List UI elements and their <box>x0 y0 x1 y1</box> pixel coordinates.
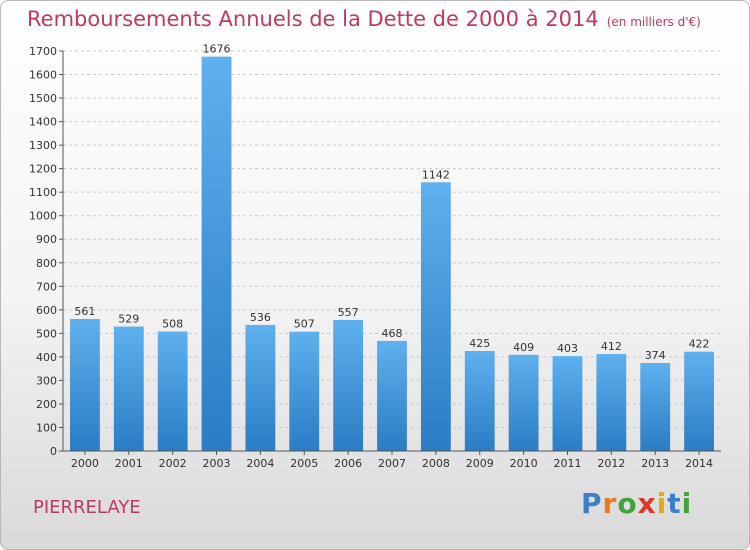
x-tick-label-2004: 2004 <box>246 457 274 470</box>
x-tick-label-2008: 2008 <box>422 457 450 470</box>
value-label-2002: 508 <box>162 317 183 330</box>
x-tick-label-2001: 2001 <box>115 457 143 470</box>
value-label-2011: 403 <box>557 342 578 355</box>
title-unit: (en milliers d'€) <box>606 15 701 29</box>
value-label-2010: 409 <box>513 341 534 354</box>
y-tick-label: 500 <box>36 327 57 340</box>
x-tick-label-2000: 2000 <box>71 457 99 470</box>
bar-2005 <box>289 331 320 451</box>
chart-title: Remboursements Annuels de la Dette de 20… <box>27 7 701 31</box>
bar-2007 <box>377 340 407 451</box>
value-label-2014: 422 <box>689 338 710 351</box>
y-tick-label: 900 <box>36 233 57 246</box>
y-tick-label: 800 <box>36 257 57 270</box>
x-tick-label-2011: 2011 <box>553 457 581 470</box>
bar-2001 <box>113 326 144 451</box>
value-label-2007: 468 <box>382 327 403 340</box>
town-name: PIERRELAYE <box>33 497 141 518</box>
bar-2014 <box>684 351 714 451</box>
x-tick-label-2003: 2003 <box>203 457 231 470</box>
bar-2011 <box>552 356 583 451</box>
y-tick-label: 200 <box>36 398 57 411</box>
x-tick-label-2009: 2009 <box>466 457 494 470</box>
value-label-2013: 374 <box>645 349 666 362</box>
bar-2013 <box>640 363 671 451</box>
y-tick-label: 600 <box>36 304 57 317</box>
y-tick-label: 1400 <box>29 116 57 129</box>
x-tick-label-2012: 2012 <box>597 457 625 470</box>
x-tick-label-2013: 2013 <box>641 457 669 470</box>
value-label-2001: 529 <box>118 313 139 326</box>
x-tick-label-2002: 2002 <box>159 457 187 470</box>
y-tick-label: 300 <box>36 374 57 387</box>
value-label-2006: 557 <box>338 306 359 319</box>
x-tick-label-2010: 2010 <box>510 457 538 470</box>
bar-2000 <box>70 319 100 451</box>
y-tick-label: 1500 <box>29 92 57 105</box>
bar-2008 <box>420 182 451 451</box>
proxiti-logo: Proxiti <box>581 487 693 520</box>
y-tick-label: 1300 <box>29 139 57 152</box>
value-label-2008: 1142 <box>422 168 450 181</box>
value-label-2009: 425 <box>469 337 490 350</box>
y-tick-label: 1200 <box>29 163 57 176</box>
y-tick-label: 1100 <box>29 186 57 199</box>
title-text: Remboursements Annuels de la Dette de 20… <box>27 7 599 31</box>
x-tick-label-2006: 2006 <box>334 457 362 470</box>
bar-2012 <box>596 354 627 451</box>
y-tick-label: 0 <box>50 445 57 458</box>
bar-2003 <box>201 56 232 451</box>
value-label-2012: 412 <box>601 340 622 353</box>
value-label-2000: 561 <box>74 305 95 318</box>
bar-2009 <box>464 351 495 451</box>
bar-2010 <box>508 354 539 451</box>
y-tick-label: 100 <box>36 421 57 434</box>
value-label-2005: 507 <box>294 318 315 331</box>
bar-2006 <box>333 319 364 451</box>
y-tick-label: 700 <box>36 280 57 293</box>
bar-2004 <box>245 324 276 451</box>
bar-2002 <box>157 331 188 451</box>
y-tick-label: 1600 <box>29 69 57 82</box>
x-tick-label-2014: 2014 <box>685 457 713 470</box>
y-tick-label: 400 <box>36 351 57 364</box>
value-label-2004: 536 <box>250 311 271 324</box>
y-tick-label: 1000 <box>29 210 57 223</box>
x-tick-label-2007: 2007 <box>378 457 406 470</box>
x-tick-label-2005: 2005 <box>290 457 318 470</box>
y-tick-label: 1700 <box>29 45 57 58</box>
value-label-2003: 1676 <box>203 43 231 56</box>
